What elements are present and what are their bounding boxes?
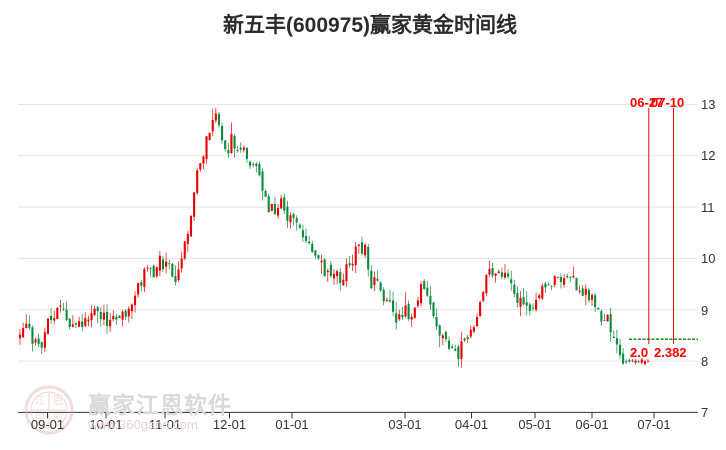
svg-text:江: 江 [35,394,46,407]
svg-text:恩: 恩 [53,394,64,407]
